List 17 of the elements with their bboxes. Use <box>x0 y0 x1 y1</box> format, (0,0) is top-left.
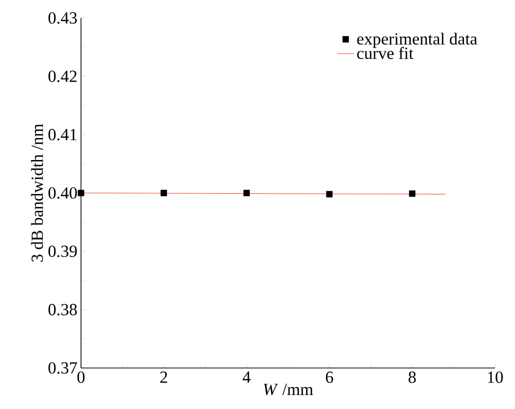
x-tick-label: 10 <box>488 372 503 383</box>
legend-label: curve fit <box>357 46 414 60</box>
legend-label: experimental data <box>357 32 478 48</box>
x-tick-label: 0 <box>77 372 85 383</box>
x-tick-label: 4 <box>242 372 251 383</box>
y-tick-label: 0.39 <box>48 246 77 258</box>
y-tick-label: 0.37 <box>48 362 77 374</box>
y-axis-title: 3 dB bandwidth /nm <box>31 124 43 262</box>
y-tick-label: 0.38 <box>48 304 77 316</box>
y-tick-label: 0.40 <box>48 187 77 199</box>
y-tick-label: 0.42 <box>48 70 77 82</box>
x-axis-title: W /mm <box>264 384 314 396</box>
x-tick-label: 8 <box>408 372 416 383</box>
x-tick-label: 6 <box>326 372 334 383</box>
y-tick-label: 0.43 <box>48 12 77 24</box>
x-tick-label: 2 <box>160 372 168 383</box>
y-tick-label: 0.41 <box>48 128 76 140</box>
